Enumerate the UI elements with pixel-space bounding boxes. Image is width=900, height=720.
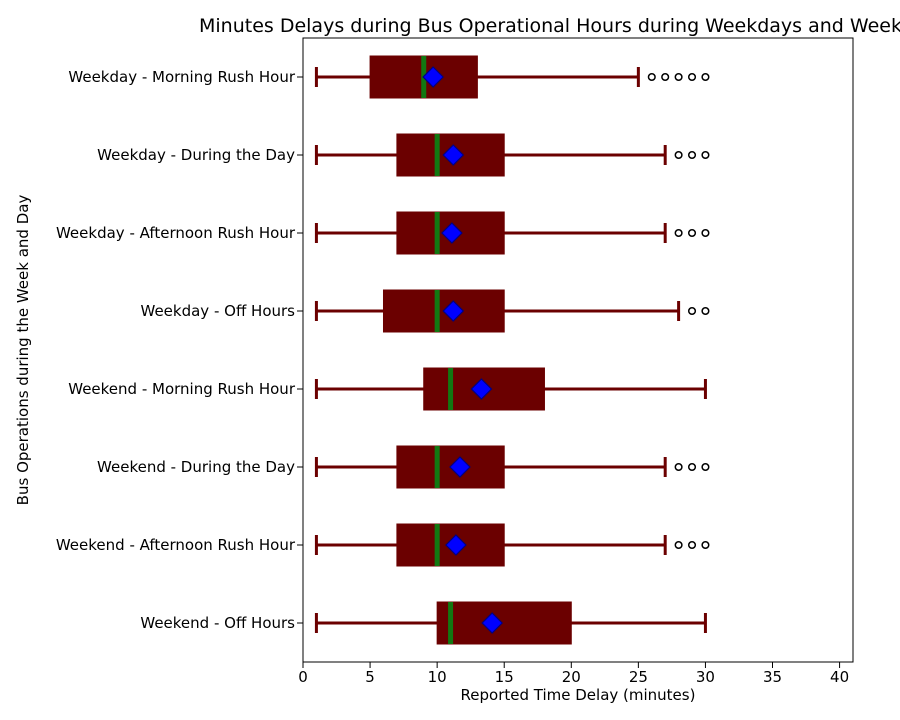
y-tick-label: Weekend - Off Hours xyxy=(140,614,295,632)
chart-title: Minutes Delays during Bus Operational Ho… xyxy=(199,15,900,37)
x-axis-label: Reported Time Delay (minutes) xyxy=(461,686,696,704)
y-tick-label: Weekend - Afternoon Rush Hour xyxy=(56,536,296,554)
x-tick-label: 30 xyxy=(696,668,715,686)
outlier-point xyxy=(674,150,683,160)
mean-marker xyxy=(470,378,493,400)
outlier-point xyxy=(674,540,683,550)
outlier-point xyxy=(687,306,697,316)
outlier-point xyxy=(674,72,683,82)
box-6 xyxy=(314,523,710,567)
outlier-point xyxy=(701,72,710,82)
mean-marker xyxy=(481,612,503,634)
outlier-point xyxy=(687,462,697,472)
box-3 xyxy=(314,289,710,333)
y-tick-label: Weekday - During the Day xyxy=(97,146,295,164)
outlier-point xyxy=(701,462,710,472)
box-group xyxy=(314,55,710,645)
box-4 xyxy=(314,367,707,411)
y-axis: Weekday - Morning Rush Hour Weekday - Dur… xyxy=(56,68,303,632)
outlier-point xyxy=(674,462,683,472)
x-tick-label: 15 xyxy=(495,668,514,686)
y-axis-label: Bus Operations during the Week and Day xyxy=(14,195,32,506)
mean-marker xyxy=(445,534,467,556)
x-tick-label: 5 xyxy=(365,668,375,686)
x-tick-label: 10 xyxy=(428,668,447,686)
x-tick-label: 0 xyxy=(298,668,308,686)
outlier-point xyxy=(701,306,710,316)
x-axis: 0 5 10 15 20 25 30 35 40 xyxy=(298,662,849,686)
mean-marker xyxy=(422,66,444,88)
mean-marker xyxy=(441,222,463,244)
box-iqr xyxy=(436,601,572,645)
outlier-point xyxy=(687,540,697,550)
outlier-point xyxy=(661,72,670,82)
box-5 xyxy=(314,445,710,489)
outlier-point xyxy=(687,228,697,238)
outlier-point xyxy=(701,540,710,550)
outlier-point xyxy=(687,72,697,82)
mean-marker xyxy=(442,144,465,166)
mean-marker xyxy=(442,300,465,322)
outlier-point xyxy=(647,72,656,82)
box-0 xyxy=(314,55,710,99)
x-tick-label: 40 xyxy=(830,668,849,686)
box-7 xyxy=(314,601,707,645)
mean-marker xyxy=(449,456,471,478)
plot-area xyxy=(302,37,854,663)
y-tick-label: Weekend - During the Day xyxy=(97,458,295,476)
y-tick-label: Weekend - Morning Rush Hour xyxy=(68,380,296,398)
outlier-point xyxy=(701,150,710,160)
x-tick-label: 25 xyxy=(629,668,648,686)
x-tick-label: 20 xyxy=(562,668,581,686)
x-tick-label: 35 xyxy=(763,668,782,686)
y-tick-label: Weekday - Afternoon Rush Hour xyxy=(56,224,296,242)
box-1 xyxy=(314,133,710,177)
outlier-point xyxy=(701,228,710,238)
y-tick-label: Weekday - Morning Rush Hour xyxy=(68,68,295,86)
outlier-point xyxy=(674,228,683,238)
outlier-point xyxy=(687,150,697,160)
box-2 xyxy=(314,211,710,255)
y-tick-label: Weekday - Off Hours xyxy=(141,302,296,320)
